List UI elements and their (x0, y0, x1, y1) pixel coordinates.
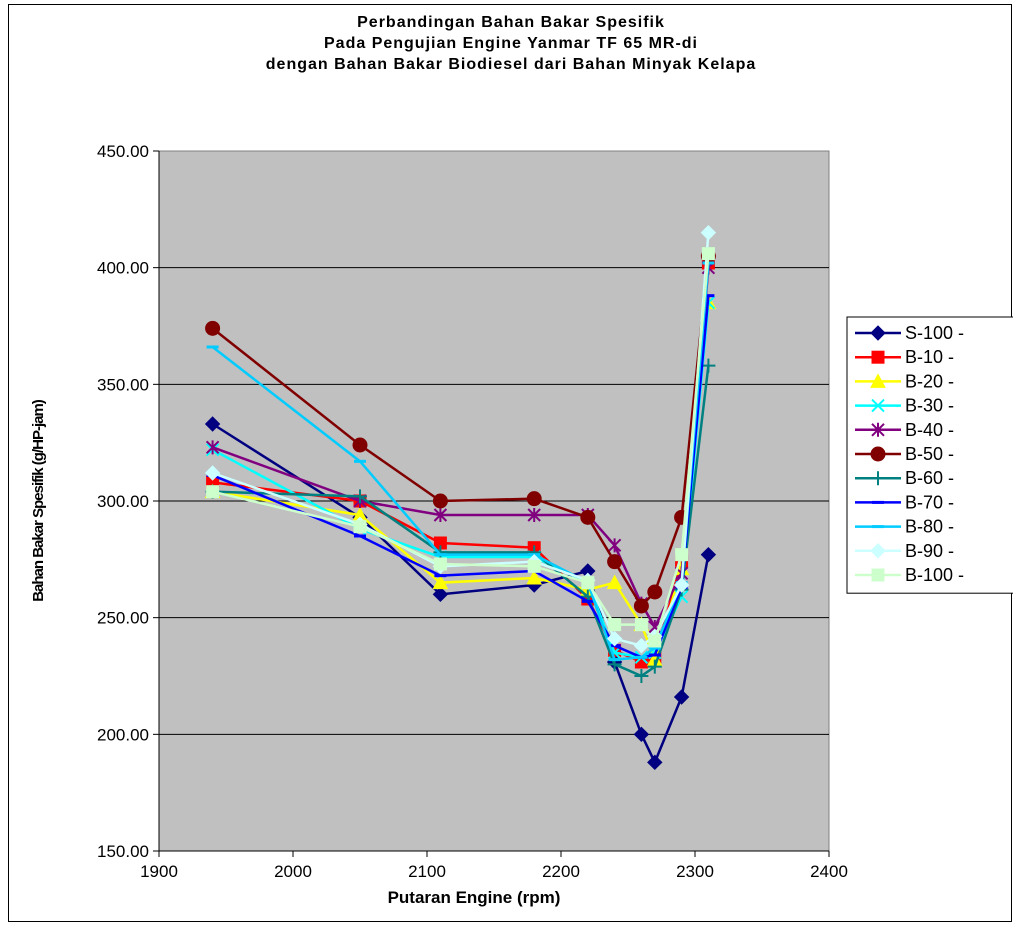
x-tick-label: 2300 (676, 862, 714, 881)
data-point (434, 558, 446, 570)
legend-label: B-100 - (905, 565, 964, 585)
legend-marker (872, 351, 884, 363)
data-point (206, 321, 220, 335)
chart-title-line: dengan Bahan Bakar Biodiesel dari Bahan … (266, 56, 756, 73)
y-tick-label: 300.00 (97, 492, 149, 511)
legend-label: B-10 - (905, 347, 954, 367)
x-tick-label: 2100 (408, 862, 446, 881)
x-tick-label: 2200 (542, 862, 580, 881)
data-point (353, 438, 367, 452)
data-point (634, 599, 648, 613)
chart-title-line: Pada Pengujian Engine Yanmar TF 65 MR-di (324, 35, 698, 52)
data-point (702, 248, 714, 260)
legend: S-100 - B-10 - B-20 - B-30 - B-40 - B-50 - B-6… (847, 317, 1013, 593)
data-point (433, 494, 447, 508)
x-tick-label: 2400 (810, 862, 848, 881)
data-point (676, 549, 688, 561)
legend-label: B-70 - (905, 492, 954, 512)
data-point (528, 560, 540, 572)
y-tick-label: 200.00 (97, 725, 149, 744)
chart-frame: Perbandingan Bahan Bakar Spesifik Pada Pe… (8, 4, 1012, 922)
y-tick-label: 150.00 (97, 842, 149, 861)
legend-label: B-80 - (905, 517, 954, 537)
y-axis-title: Bahan Bakar Spesifik (g/HP-jam) (30, 399, 47, 602)
legend-label: B-60 - (905, 468, 954, 488)
legend-label: B-40 - (905, 420, 954, 440)
data-point (649, 635, 661, 647)
data-point (582, 577, 594, 589)
x-tick-label: 1900 (140, 862, 178, 881)
legend-marker (871, 447, 885, 461)
y-tick-label: 250.00 (97, 609, 149, 628)
y-tick-label: 350.00 (97, 375, 149, 394)
legend-label: B-90 - (905, 541, 954, 561)
x-tick-label: 2000 (274, 862, 312, 881)
legend-label: B-50 - (905, 444, 954, 464)
data-point (581, 510, 595, 524)
data-point (635, 619, 647, 631)
legend-label: B-20 - (905, 371, 954, 391)
legend-marker (872, 569, 884, 581)
data-point (354, 521, 366, 533)
legend-label: B-30 - (905, 396, 954, 416)
plot-area: 150.00 200.00 250.00 300.00 350.00 400.00 450.… (30, 142, 848, 907)
data-point (609, 619, 621, 631)
chart-svg: Perbandingan Bahan Bakar Spesifik Pada Pe… (9, 5, 1013, 923)
data-point (527, 492, 541, 506)
data-point (207, 486, 219, 498)
data-point (648, 585, 662, 599)
y-tick-label: 400.00 (97, 259, 149, 278)
y-tick-label: 450.00 (97, 142, 149, 161)
x-axis-title: Putaran Engine (rpm) (388, 888, 561, 907)
chart-title-line: Perbandingan Bahan Bakar Spesifik (357, 14, 665, 31)
chart-title: Perbandingan Bahan Bakar Spesifik Pada Pe… (266, 14, 756, 73)
data-point (608, 555, 622, 569)
legend-label: S-100 - (905, 323, 964, 343)
